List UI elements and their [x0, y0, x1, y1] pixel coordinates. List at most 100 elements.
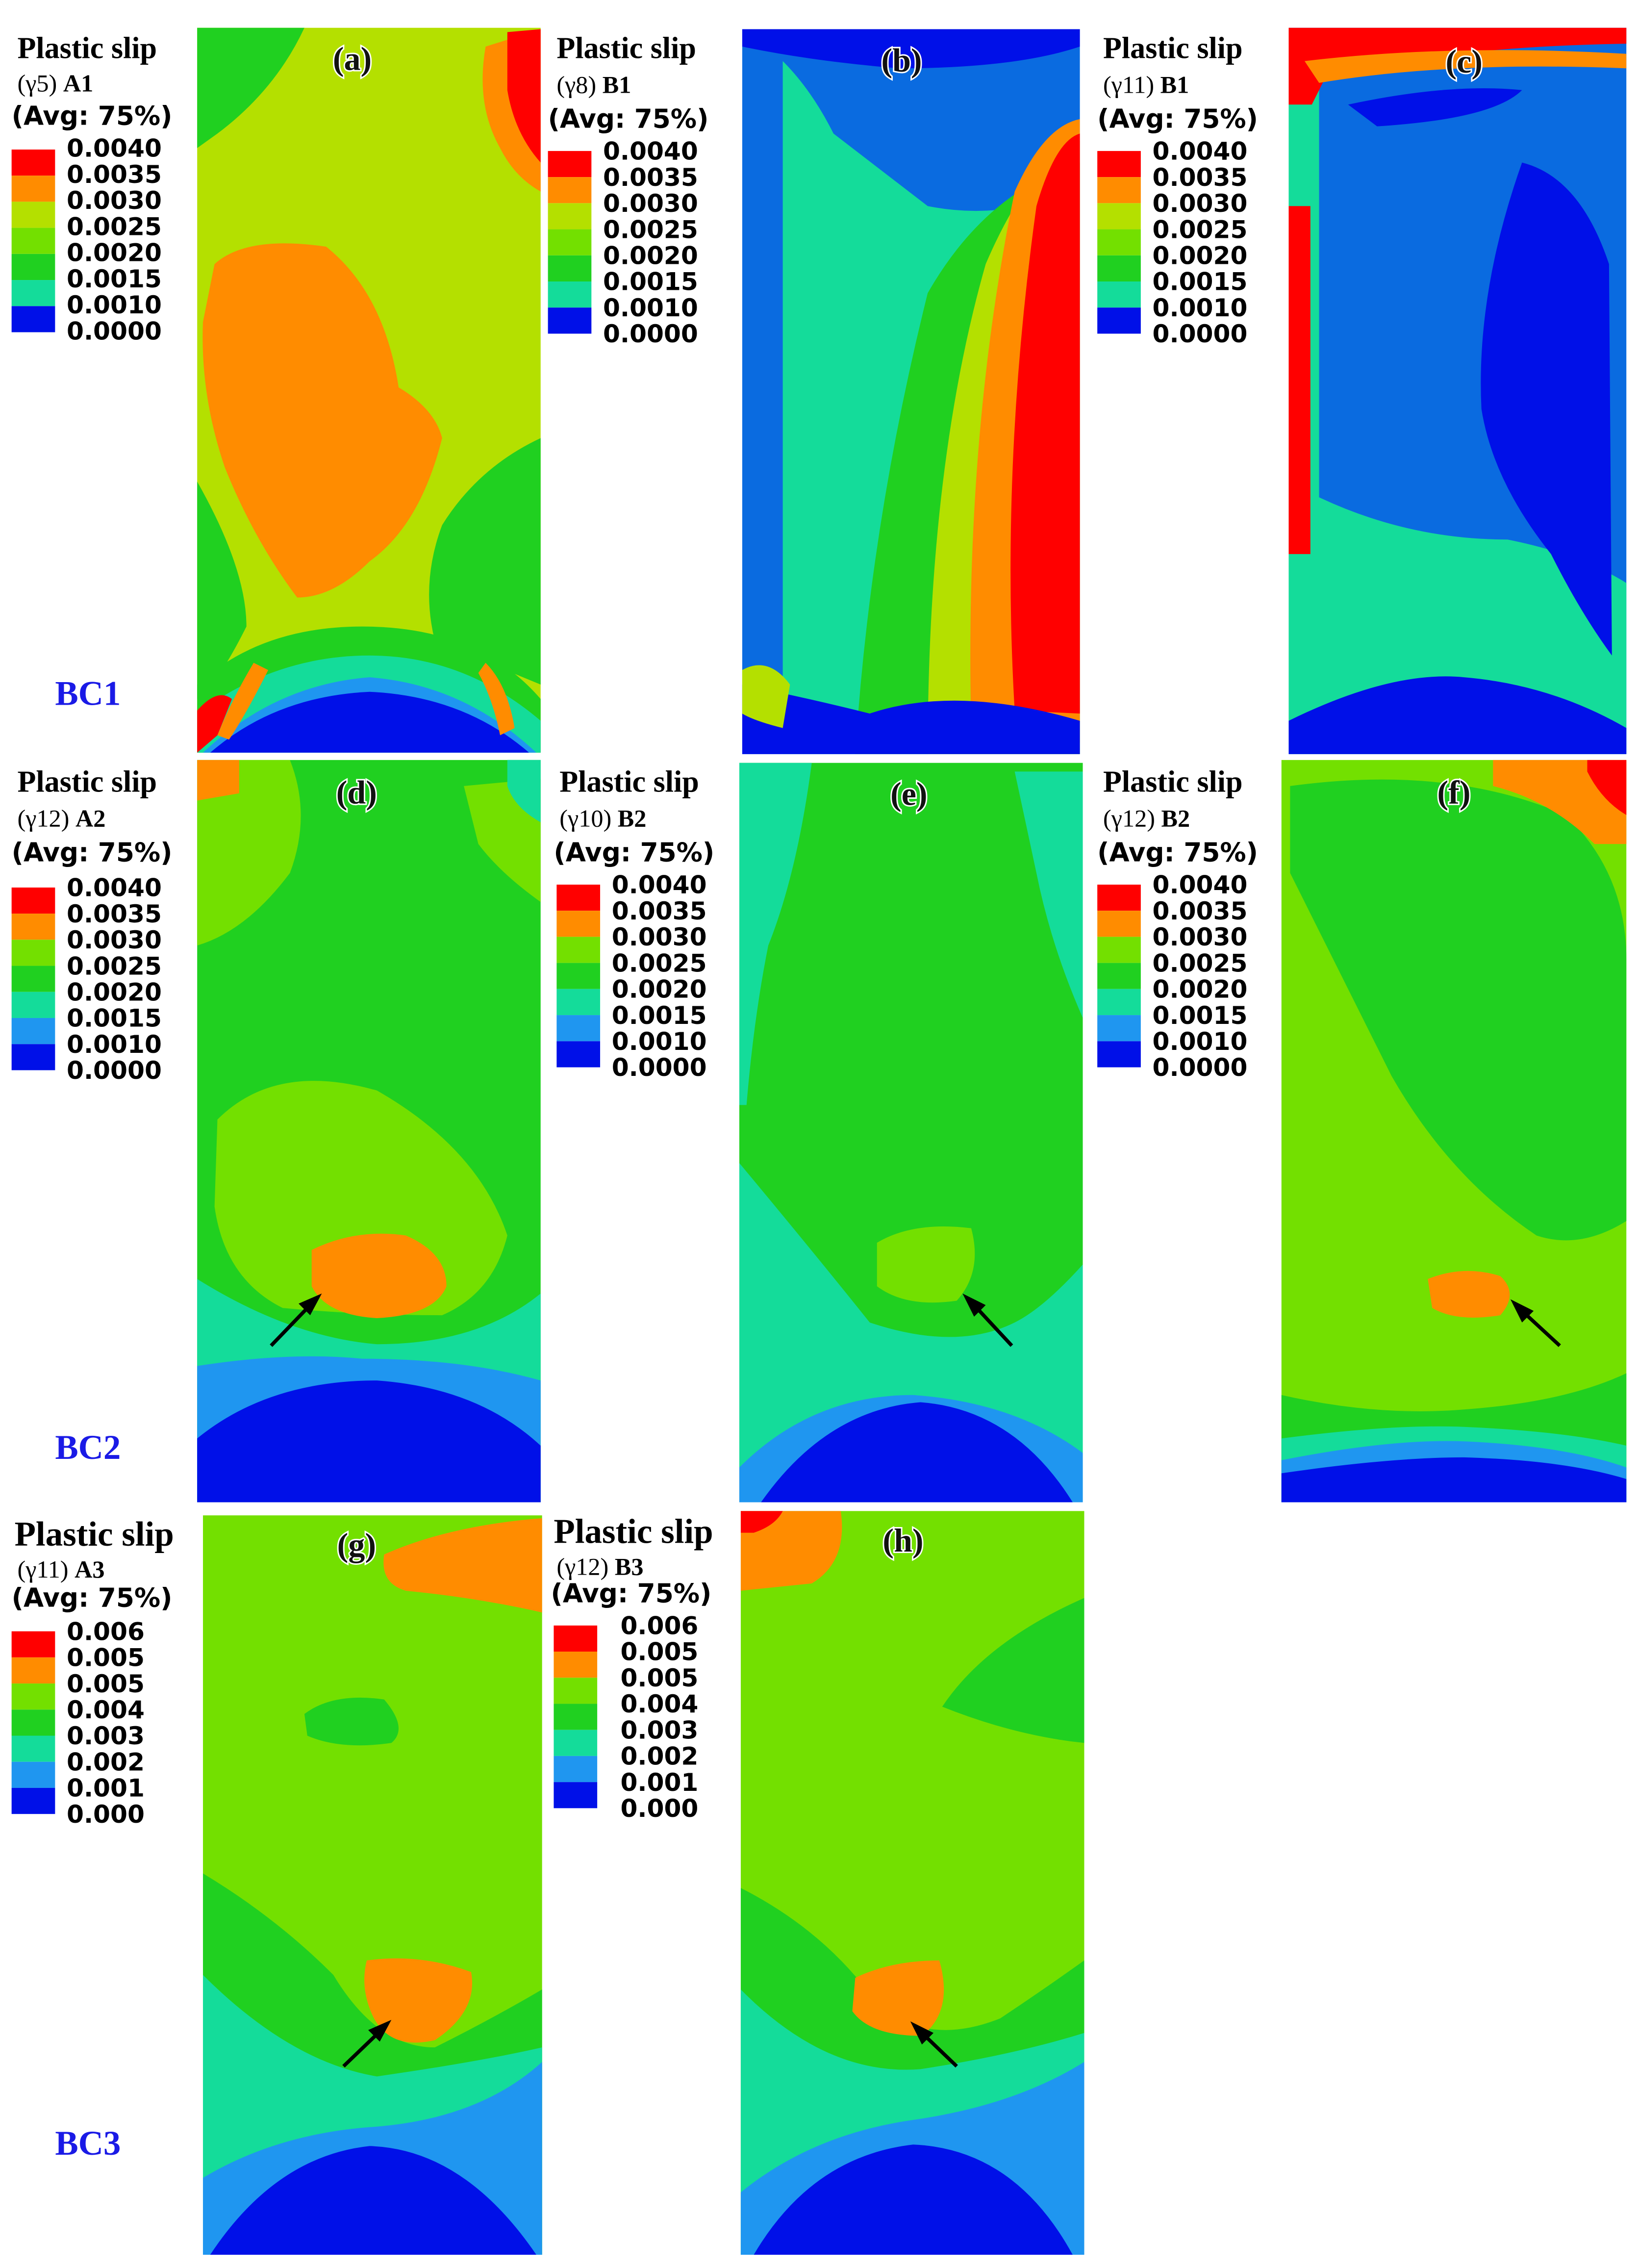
tick-label: 0.0020	[1153, 975, 1248, 1004]
legend-d: Plastic slip (γ12) A2 (Avg: 75%) 0.0040 …	[11, 765, 173, 1085]
legend-f: Plastic slip (γ12) B2 (Avg: 75%) 0.0040 …	[1097, 765, 1258, 1082]
color-scale	[1097, 884, 1141, 1068]
legend-avg: (Avg: 75%)	[12, 838, 173, 868]
tick-label: 0.0040	[603, 137, 698, 166]
legend-avg: (Avg: 75%)	[1097, 838, 1258, 868]
legend-avg: (Avg: 75%)	[548, 104, 709, 134]
legend-avg: (Avg: 75%)	[551, 1578, 712, 1608]
arrow-indicator	[1510, 1299, 1561, 1347]
panel-label: (c)	[1445, 43, 1482, 80]
tick-label: 0.001	[620, 1768, 698, 1797]
tick-label: 0.005	[620, 1663, 698, 1692]
legend-a: Plastic slip (γ5) A1 (Avg: 75%) 0.0040 0…	[11, 32, 173, 345]
arrow-indicator	[962, 1293, 1013, 1347]
tick-label: 0.0010	[1153, 1027, 1248, 1056]
tick-label: 0.0020	[612, 975, 707, 1004]
tick-label: 0.0015	[67, 1004, 162, 1033]
color-scale	[11, 887, 55, 1070]
legend-subtitle: (γ5) A1	[17, 70, 93, 97]
legend-c: Plastic slip (γ11) B1 (Avg: 75%) 0.0040 …	[1097, 32, 1258, 348]
tick-label: 0.003	[67, 1721, 145, 1750]
panel-label: (e)	[890, 775, 927, 812]
legend-avg: (Avg: 75%)	[554, 838, 714, 868]
tick-label: 0.0030	[67, 925, 162, 954]
row-label-bc1: BC1	[55, 674, 121, 713]
legend-title: Plastic slip	[1103, 765, 1243, 799]
tick-label: 0.0025	[612, 948, 707, 977]
legend-subtitle: (γ12) B3	[556, 1553, 643, 1580]
tick-label: 0.0015	[1153, 267, 1248, 296]
tick-label: 0.0015	[1153, 1001, 1248, 1030]
legend-title: Plastic slip	[559, 765, 699, 799]
tick-label: 0.0020	[67, 977, 162, 1006]
tick-label: 0.0025	[67, 951, 162, 980]
tick-label: 0.0010	[612, 1027, 707, 1056]
legend-subtitle: (γ8) B1	[556, 71, 631, 99]
tick-label: 0.0040	[1153, 870, 1248, 899]
tick-label: 0.0040	[1153, 137, 1248, 166]
legend-title: Plastic slip	[554, 1512, 713, 1551]
tick-label: 0.0030	[603, 189, 698, 218]
legend-title: Plastic slip	[556, 32, 696, 65]
panel-label: (d)	[336, 773, 377, 811]
legend-subtitle: (γ11) A3	[17, 1555, 104, 1583]
tick-label: 0.004	[67, 1695, 145, 1724]
contour-panel-f	[1281, 760, 1627, 1503]
panel-label: (b)	[881, 41, 922, 78]
contour-panel-d	[197, 760, 541, 1503]
tick-label: 0.0035	[67, 899, 162, 928]
tick-label: 0.0000	[67, 1056, 162, 1085]
arrow-indicator	[910, 2021, 958, 2068]
color-scale	[554, 1625, 598, 1809]
tick-label: 0.0015	[612, 1001, 707, 1030]
panel-label: (h)	[882, 1522, 923, 1559]
tick-label: 0.0035	[612, 896, 707, 925]
legend-title: Plastic slip	[15, 1515, 174, 1554]
tick-label: 0.0030	[1153, 922, 1248, 951]
legend-subtitle: (γ11) B1	[1103, 71, 1189, 99]
tick-label: 0.0040	[612, 870, 707, 899]
arrow-indicator	[270, 1293, 322, 1347]
tick-label: 0.0010	[603, 293, 698, 322]
tick-label: 0.0010	[1153, 293, 1248, 322]
color-scale	[548, 151, 592, 334]
tick-label: 0.005	[620, 1637, 698, 1666]
tick-label: 0.0025	[1153, 948, 1248, 977]
contour-panel-e	[739, 763, 1083, 1503]
contour-panel-c	[1288, 27, 1627, 754]
tick-label: 0.0025	[603, 215, 698, 244]
tick-label: 0.000	[67, 1800, 145, 1829]
tick-label: 0.000	[620, 1794, 698, 1823]
row-label-bc2: BC2	[55, 1428, 121, 1467]
color-scale	[11, 149, 55, 332]
color-scale	[556, 884, 601, 1068]
tick-label: 0.0000	[603, 319, 698, 348]
color-scale	[11, 1631, 55, 1814]
tick-label: 0.005	[67, 1669, 145, 1698]
legend-h: Plastic slip (γ12) B3 (Avg: 75%) 0.006 0…	[551, 1512, 713, 1823]
tick-label: 0.0010	[67, 290, 162, 319]
arrow-indicator	[342, 2020, 392, 2068]
color-scale	[1097, 151, 1141, 334]
tick-label: 0.002	[620, 1742, 698, 1771]
tick-label: 0.0040	[67, 134, 162, 163]
tick-label: 0.006	[67, 1617, 145, 1646]
tick-label: 0.0030	[67, 186, 162, 215]
tick-label: 0.003	[620, 1715, 698, 1744]
panel-label: (g)	[337, 1526, 376, 1563]
tick-label: 0.0025	[67, 212, 162, 241]
tick-label: 0.0035	[1153, 896, 1248, 925]
tick-label: 0.0030	[1153, 189, 1248, 218]
legend-title: Plastic slip	[1103, 32, 1243, 65]
contour-panel-b	[742, 29, 1080, 754]
legend-avg: (Avg: 75%)	[1097, 104, 1258, 134]
legend-avg: (Avg: 75%)	[12, 101, 173, 131]
tick-label: 0.0000	[67, 316, 162, 345]
tick-label: 0.0020	[1153, 241, 1248, 270]
legend-subtitle: (γ12) B2	[1103, 805, 1190, 832]
tick-label: 0.0035	[603, 163, 698, 192]
legend-subtitle: (γ10) B2	[559, 805, 646, 832]
tick-label: 0.0035	[1153, 163, 1248, 192]
tick-label: 0.005	[67, 1643, 145, 1672]
contour-panel-h	[740, 1511, 1084, 2255]
